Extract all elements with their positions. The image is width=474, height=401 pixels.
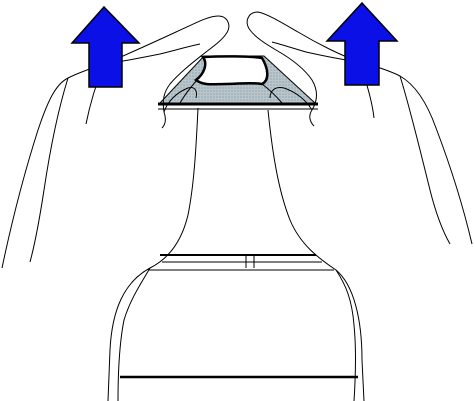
right-hand-wrist bbox=[399, 75, 451, 245]
right-hand-thumb bbox=[269, 87, 313, 111]
up-arrow-icon bbox=[70, 5, 141, 88]
bottle-shoulder-inner-left bbox=[117, 267, 151, 401]
cap bbox=[158, 55, 318, 110]
cap-inner-line-left bbox=[179, 79, 198, 104]
bottle-left-outline bbox=[107, 107, 199, 401]
bottle-shoulder-inner-right bbox=[335, 269, 356, 401]
right-hand-outline bbox=[246, 11, 473, 245]
cap-top-opening bbox=[193, 55, 269, 86]
left-hand-outline bbox=[1, 15, 230, 269]
up-arrow-icon bbox=[325, 1, 399, 86]
cap-inner-line-right bbox=[261, 83, 283, 104]
bottle-right-outline bbox=[267, 109, 365, 401]
left-hand-thumb bbox=[163, 87, 197, 113]
left-hand-wrist bbox=[29, 77, 69, 263]
bottle bbox=[107, 107, 365, 401]
